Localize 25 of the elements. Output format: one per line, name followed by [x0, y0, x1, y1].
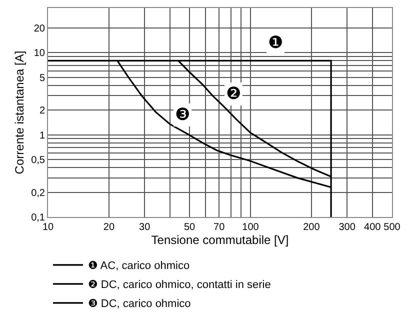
- legend-label: ❶ AC, carico ohmico: [88, 260, 190, 272]
- annotation: ❷: [226, 84, 242, 104]
- annotation: ❶: [268, 33, 284, 53]
- x-tick-label: 70: [214, 222, 226, 233]
- y-axis-title: Corrente istantanea [A]: [12, 50, 26, 174]
- y-tick-label: 10: [34, 48, 46, 60]
- y-tick-label: 0,2: [31, 188, 46, 199]
- x-tick-label: 400: [364, 222, 382, 233]
- x-tick-label: 300: [338, 222, 356, 233]
- y-tick-label: 5: [39, 72, 46, 84]
- y-tick-label: 0,1: [31, 212, 46, 224]
- x-axis-title: Tensione commutabile [V]: [151, 233, 289, 247]
- x-tick-label: 500: [384, 222, 401, 233]
- y-tick-label: 2: [39, 106, 46, 117]
- y-tick-label: 1: [39, 130, 46, 142]
- x-tick-label: 100: [242, 222, 260, 233]
- x-tick-label: 30: [139, 222, 151, 233]
- y-tick-label: 20: [34, 23, 46, 34]
- x-tick-label: 200: [303, 222, 320, 233]
- legend-label: ❸ DC, carico ohmico: [88, 298, 191, 310]
- legend-label: ❷ DC, carico ohmico, contatti in serie: [88, 279, 271, 292]
- x-tick-label: 50: [184, 222, 196, 233]
- y-tick-label: 0,5: [31, 155, 46, 166]
- x-tick-label: 20: [103, 222, 115, 233]
- annotation: ❸: [175, 105, 190, 125]
